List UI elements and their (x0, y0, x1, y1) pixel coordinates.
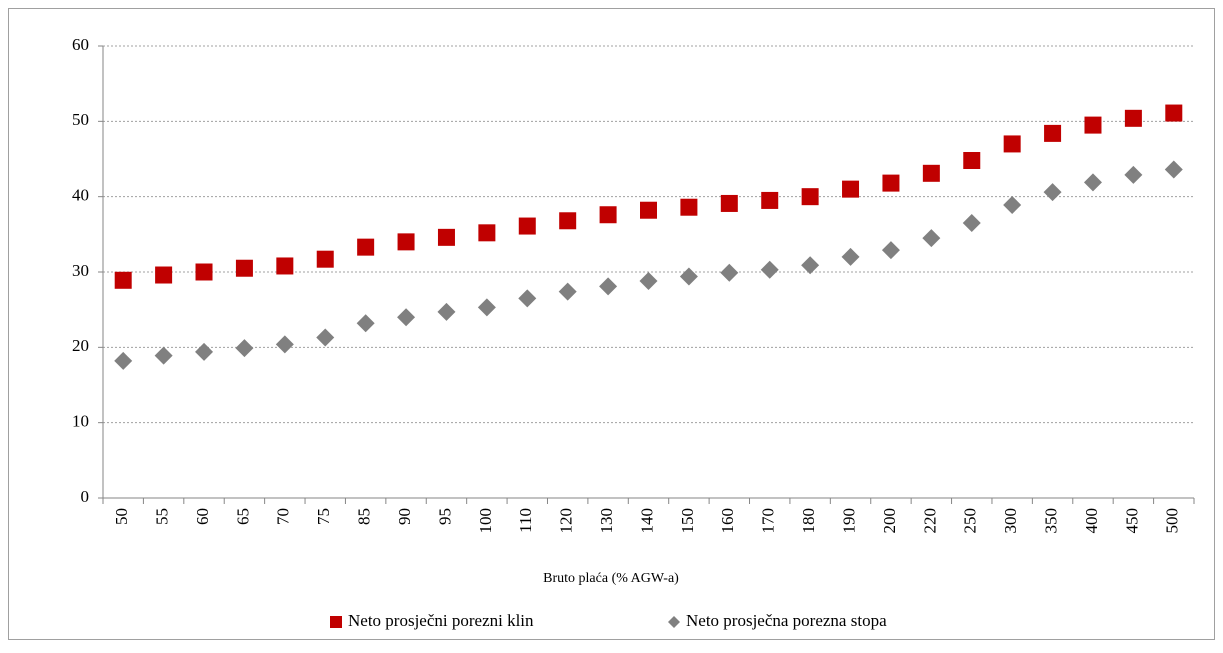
y-tick-label: 30 (72, 261, 89, 280)
data-point (558, 282, 577, 301)
data-point (1124, 165, 1143, 184)
data-point (155, 266, 173, 284)
x-tick-label: 170 (759, 508, 778, 534)
data-point (1043, 183, 1062, 202)
x-tick-label: 300 (1001, 508, 1020, 534)
y-tick-label: 50 (72, 110, 89, 129)
data-point (518, 289, 537, 308)
data-point (1084, 116, 1102, 134)
data-point (1044, 124, 1062, 142)
x-tick-label: 100 (476, 508, 495, 534)
data-point (760, 260, 779, 279)
x-tick-label: 150 (678, 508, 697, 534)
x-tick-label: 450 (1122, 508, 1141, 534)
x-tick-label: 110 (516, 508, 535, 533)
x-tick-label: 120 (557, 508, 576, 534)
data-point (881, 241, 900, 260)
data-point (599, 277, 618, 296)
x-tick-label: 250 (961, 508, 980, 534)
x-tick-label: 65 (233, 508, 252, 525)
data-point (235, 259, 253, 277)
data-point (195, 263, 213, 281)
data-point (1165, 104, 1183, 122)
data-point (720, 194, 738, 212)
x-tick-label: 90 (395, 508, 414, 525)
x-tick-label: 160 (718, 508, 737, 534)
x-tick-label: 190 (839, 508, 858, 534)
data-point (1164, 160, 1183, 179)
y-tick-label: 60 (72, 35, 89, 54)
data-point (1083, 173, 1102, 192)
legend-marker (668, 616, 680, 628)
x-tick-label: 70 (274, 508, 293, 525)
data-point (275, 335, 294, 354)
data-point (1003, 195, 1022, 214)
data-point (801, 188, 819, 206)
data-point (437, 228, 455, 246)
data-point (842, 180, 860, 198)
data-point (761, 191, 779, 209)
legend-marker (330, 616, 342, 628)
data-point (559, 212, 577, 230)
data-point (1124, 109, 1142, 127)
data-point (882, 174, 900, 192)
data-point (640, 201, 657, 219)
x-tick-label: 350 (1041, 508, 1060, 534)
data-point (680, 198, 698, 216)
data-point (478, 224, 496, 242)
x-tick-label: 75 (314, 508, 333, 525)
data-point (922, 229, 941, 248)
y-tick-label: 10 (72, 412, 89, 431)
data-point (276, 257, 294, 275)
data-point (357, 238, 375, 256)
x-tick-label: 220 (920, 508, 939, 534)
x-tick-label: 55 (153, 508, 172, 525)
data-point (316, 328, 335, 347)
data-point (963, 152, 981, 170)
x-tick-label: 60 (193, 508, 212, 525)
x-tick-label: 400 (1082, 508, 1101, 534)
legend-label: Neto prosječna porezna stopa (686, 611, 887, 630)
data-point (437, 302, 456, 321)
x-tick-label: 200 (880, 508, 899, 534)
data-point (1003, 135, 1021, 153)
data-point (599, 206, 617, 224)
x-tick-label: 95 (435, 508, 454, 525)
data-point (235, 339, 254, 358)
data-point (679, 267, 698, 286)
data-point (801, 256, 820, 275)
x-tick-label: 130 (597, 508, 616, 534)
y-tick-label: 20 (72, 336, 89, 355)
y-tick-label: 0 (81, 487, 90, 506)
legend-label: Neto prosječni porezni klin (348, 611, 534, 630)
data-point (316, 250, 334, 268)
data-point (114, 271, 132, 289)
x-tick-label: 85 (355, 508, 374, 525)
data-point (397, 308, 416, 327)
y-tick-label: 40 (72, 186, 89, 205)
data-point (720, 263, 739, 282)
x-tick-label: 180 (799, 508, 818, 534)
x-tick-label: 500 (1163, 508, 1182, 534)
data-point (195, 342, 214, 361)
x-axis-title: Bruto plaća (% AGW-a) (543, 571, 679, 586)
chart-frame (8, 8, 1215, 640)
x-tick-label: 50 (112, 508, 131, 525)
data-point (397, 233, 415, 251)
data-point (154, 346, 173, 365)
data-point (962, 214, 981, 233)
data-point (518, 217, 536, 235)
data-point (356, 314, 375, 333)
data-point (477, 298, 496, 317)
data-point (922, 164, 940, 182)
data-point (841, 247, 860, 266)
data-point (114, 351, 133, 370)
x-tick-label: 140 (637, 508, 656, 534)
data-point (639, 272, 658, 291)
